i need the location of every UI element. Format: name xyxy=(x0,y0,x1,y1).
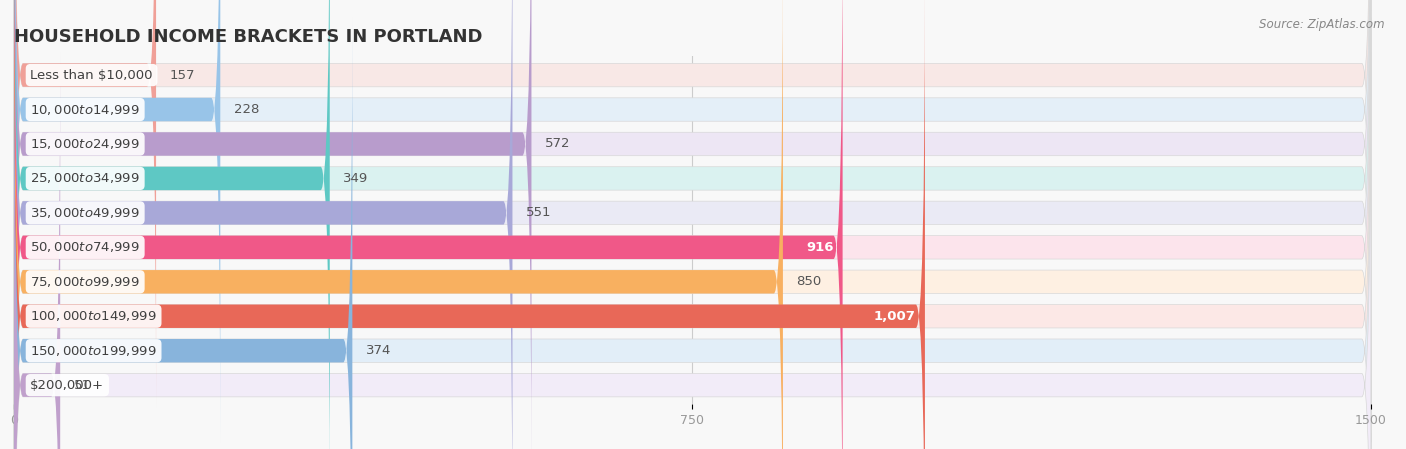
FancyBboxPatch shape xyxy=(14,0,1371,442)
Text: $35,000 to $49,999: $35,000 to $49,999 xyxy=(31,206,141,220)
FancyBboxPatch shape xyxy=(14,53,1371,449)
Text: Less than $10,000: Less than $10,000 xyxy=(31,69,153,82)
Text: $75,000 to $99,999: $75,000 to $99,999 xyxy=(31,275,141,289)
FancyBboxPatch shape xyxy=(14,0,842,449)
FancyBboxPatch shape xyxy=(14,18,1371,449)
Text: 916: 916 xyxy=(806,241,834,254)
FancyBboxPatch shape xyxy=(14,0,156,408)
Text: 51: 51 xyxy=(73,379,91,392)
FancyBboxPatch shape xyxy=(14,0,512,449)
FancyBboxPatch shape xyxy=(14,0,531,449)
FancyBboxPatch shape xyxy=(14,0,330,449)
FancyBboxPatch shape xyxy=(14,0,1371,449)
FancyBboxPatch shape xyxy=(14,0,783,449)
Text: 850: 850 xyxy=(796,275,821,288)
Text: $50,000 to $74,999: $50,000 to $74,999 xyxy=(31,240,141,254)
Text: 551: 551 xyxy=(526,207,551,220)
Text: 1,007: 1,007 xyxy=(875,310,915,323)
FancyBboxPatch shape xyxy=(14,53,60,449)
Text: $100,000 to $149,999: $100,000 to $149,999 xyxy=(31,309,157,323)
FancyBboxPatch shape xyxy=(14,0,1371,408)
Text: $200,000+: $200,000+ xyxy=(31,379,104,392)
Text: $150,000 to $199,999: $150,000 to $199,999 xyxy=(31,343,157,358)
Text: $15,000 to $24,999: $15,000 to $24,999 xyxy=(31,137,141,151)
FancyBboxPatch shape xyxy=(14,0,1371,449)
Text: Source: ZipAtlas.com: Source: ZipAtlas.com xyxy=(1260,18,1385,31)
FancyBboxPatch shape xyxy=(14,0,221,442)
FancyBboxPatch shape xyxy=(14,0,925,449)
FancyBboxPatch shape xyxy=(14,0,1371,449)
FancyBboxPatch shape xyxy=(14,0,1371,449)
Text: $25,000 to $34,999: $25,000 to $34,999 xyxy=(31,172,141,185)
FancyBboxPatch shape xyxy=(14,0,1371,449)
Text: 374: 374 xyxy=(366,344,391,357)
Text: 572: 572 xyxy=(546,137,571,150)
FancyBboxPatch shape xyxy=(14,0,1371,449)
Text: 157: 157 xyxy=(170,69,195,82)
Text: $10,000 to $14,999: $10,000 to $14,999 xyxy=(31,102,141,117)
Text: HOUSEHOLD INCOME BRACKETS IN PORTLAND: HOUSEHOLD INCOME BRACKETS IN PORTLAND xyxy=(14,28,482,46)
Text: 228: 228 xyxy=(233,103,259,116)
FancyBboxPatch shape xyxy=(14,18,353,449)
Text: 349: 349 xyxy=(343,172,368,185)
